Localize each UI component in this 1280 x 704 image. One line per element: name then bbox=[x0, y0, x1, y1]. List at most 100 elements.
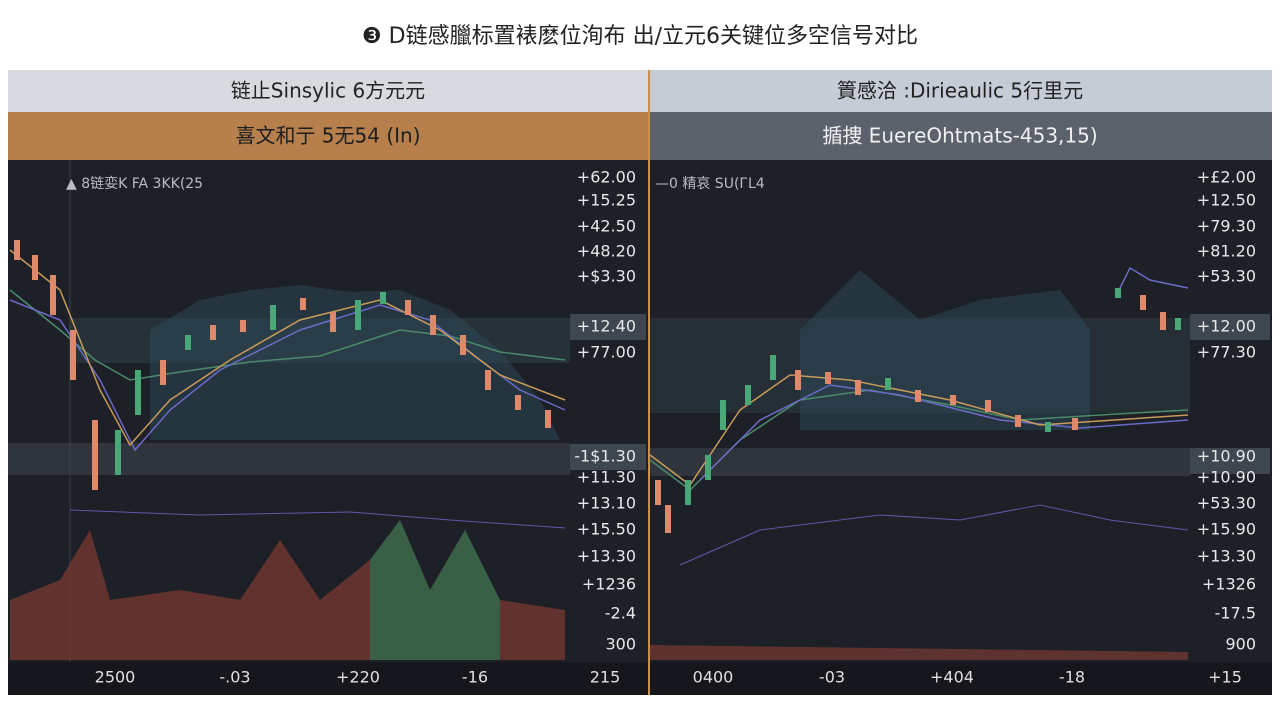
volume bbox=[650, 645, 1188, 660]
legend: ▲ 8链娈K FA 3KK(25 bbox=[66, 175, 203, 192]
x-label: 0400 bbox=[693, 668, 734, 687]
price-label: +48.20 bbox=[577, 242, 636, 261]
candle bbox=[855, 380, 861, 395]
price-label: +15.50 bbox=[577, 520, 636, 539]
price-label: +15.25 bbox=[577, 191, 636, 210]
price-label: -1$1.30 bbox=[574, 447, 636, 466]
price-label: +$3.30 bbox=[577, 267, 636, 286]
price-label: +79.30 bbox=[1197, 217, 1256, 236]
candle bbox=[115, 430, 121, 475]
candle bbox=[1175, 318, 1181, 330]
zone bbox=[8, 443, 570, 475]
price-label: +53.30 bbox=[1197, 494, 1256, 513]
legend: —0 精哀 SU(ГL4 bbox=[655, 176, 765, 192]
oscillator bbox=[69, 509, 566, 529]
x-label: -.03 bbox=[219, 668, 250, 687]
price-label: +13.30 bbox=[577, 547, 636, 566]
panel-title: 链止Sinsylic 6方元元 bbox=[231, 79, 425, 103]
x-label: +15 bbox=[1208, 668, 1242, 687]
price-label: +62.00 bbox=[577, 168, 636, 187]
candle bbox=[1115, 288, 1121, 298]
price-label: +£2.00 bbox=[1197, 168, 1256, 187]
price-tag bbox=[570, 444, 646, 470]
candle bbox=[330, 312, 336, 332]
candle bbox=[300, 298, 306, 310]
candle bbox=[1045, 422, 1051, 432]
candle bbox=[70, 330, 76, 380]
price-label: -17.5 bbox=[1215, 604, 1256, 623]
price-label: 300 bbox=[605, 635, 636, 654]
panel-header bbox=[8, 70, 648, 112]
price-label: +13.10 bbox=[577, 494, 636, 513]
x-label: -16 bbox=[462, 668, 488, 687]
candle bbox=[515, 395, 521, 410]
price-label: +12.50 bbox=[1197, 191, 1256, 210]
price-tag bbox=[1190, 448, 1270, 474]
candle bbox=[985, 400, 991, 412]
panel-subheader bbox=[650, 112, 1272, 160]
x-label: +220 bbox=[336, 668, 380, 687]
candle bbox=[665, 505, 671, 533]
panel-subheader bbox=[8, 112, 648, 160]
candle bbox=[135, 370, 141, 415]
oscillator bbox=[679, 504, 1189, 566]
candle bbox=[1072, 418, 1078, 430]
price-label: +12.40 bbox=[577, 317, 636, 336]
candle bbox=[685, 480, 691, 505]
price-label: +13.30 bbox=[1197, 547, 1256, 566]
candle bbox=[405, 300, 411, 315]
candle bbox=[92, 420, 98, 490]
candle bbox=[240, 320, 246, 332]
candle bbox=[915, 390, 921, 402]
candle bbox=[1015, 415, 1021, 427]
price-label: +81.20 bbox=[1197, 242, 1256, 261]
x-label: 215 bbox=[590, 668, 621, 687]
ma-line bbox=[649, 374, 1189, 487]
x-axis-bar bbox=[8, 662, 648, 695]
panel-subtitle: 揗捜 EuereOhtmats-453,15) bbox=[822, 124, 1097, 148]
price-label: +42.50 bbox=[577, 217, 636, 236]
volume bbox=[370, 520, 500, 660]
price-label: +11.30 bbox=[577, 468, 636, 487]
x-label: 2500 bbox=[95, 668, 136, 687]
panel-subtitle: 喜文和亍 5无54 (In) bbox=[235, 124, 420, 148]
candle bbox=[355, 300, 361, 330]
price-tag bbox=[570, 314, 646, 340]
price-label: +12.00 bbox=[1197, 317, 1256, 336]
x-label: -18 bbox=[1059, 668, 1085, 687]
candle bbox=[210, 325, 216, 340]
candle bbox=[50, 275, 56, 315]
x-label: +404 bbox=[930, 668, 974, 687]
candle bbox=[655, 480, 661, 505]
candle bbox=[460, 335, 466, 355]
candle bbox=[160, 360, 166, 385]
x-label: -03 bbox=[819, 668, 845, 687]
candle bbox=[795, 370, 801, 390]
price-label: +77.00 bbox=[577, 343, 636, 362]
candle bbox=[770, 355, 776, 380]
candle bbox=[430, 315, 436, 335]
candle bbox=[1140, 295, 1146, 310]
candle bbox=[32, 255, 38, 280]
price-label: 900 bbox=[1225, 635, 1256, 654]
price-label: +10.90 bbox=[1197, 468, 1256, 487]
price-label: -2.4 bbox=[605, 604, 636, 623]
candle bbox=[1160, 312, 1166, 330]
price-label: +15.90 bbox=[1197, 520, 1256, 539]
zone bbox=[650, 448, 1190, 476]
ma-line bbox=[699, 384, 1189, 481]
panel-header bbox=[650, 70, 1272, 112]
price-tag bbox=[1190, 314, 1270, 340]
candle bbox=[745, 385, 751, 405]
area bbox=[150, 285, 560, 440]
candles bbox=[655, 288, 1181, 533]
candle bbox=[380, 292, 386, 304]
right-panel bbox=[649, 70, 1272, 695]
candle bbox=[545, 410, 551, 428]
candle bbox=[14, 240, 20, 260]
price-label: +1236 bbox=[582, 575, 636, 594]
price-label: +77.30 bbox=[1197, 343, 1256, 362]
page-title: ❸ D链感臘标置裱麽位洵布 出∕立元6关键位多空信号对比 bbox=[362, 24, 918, 49]
price-label: +10.90 bbox=[1197, 447, 1256, 466]
